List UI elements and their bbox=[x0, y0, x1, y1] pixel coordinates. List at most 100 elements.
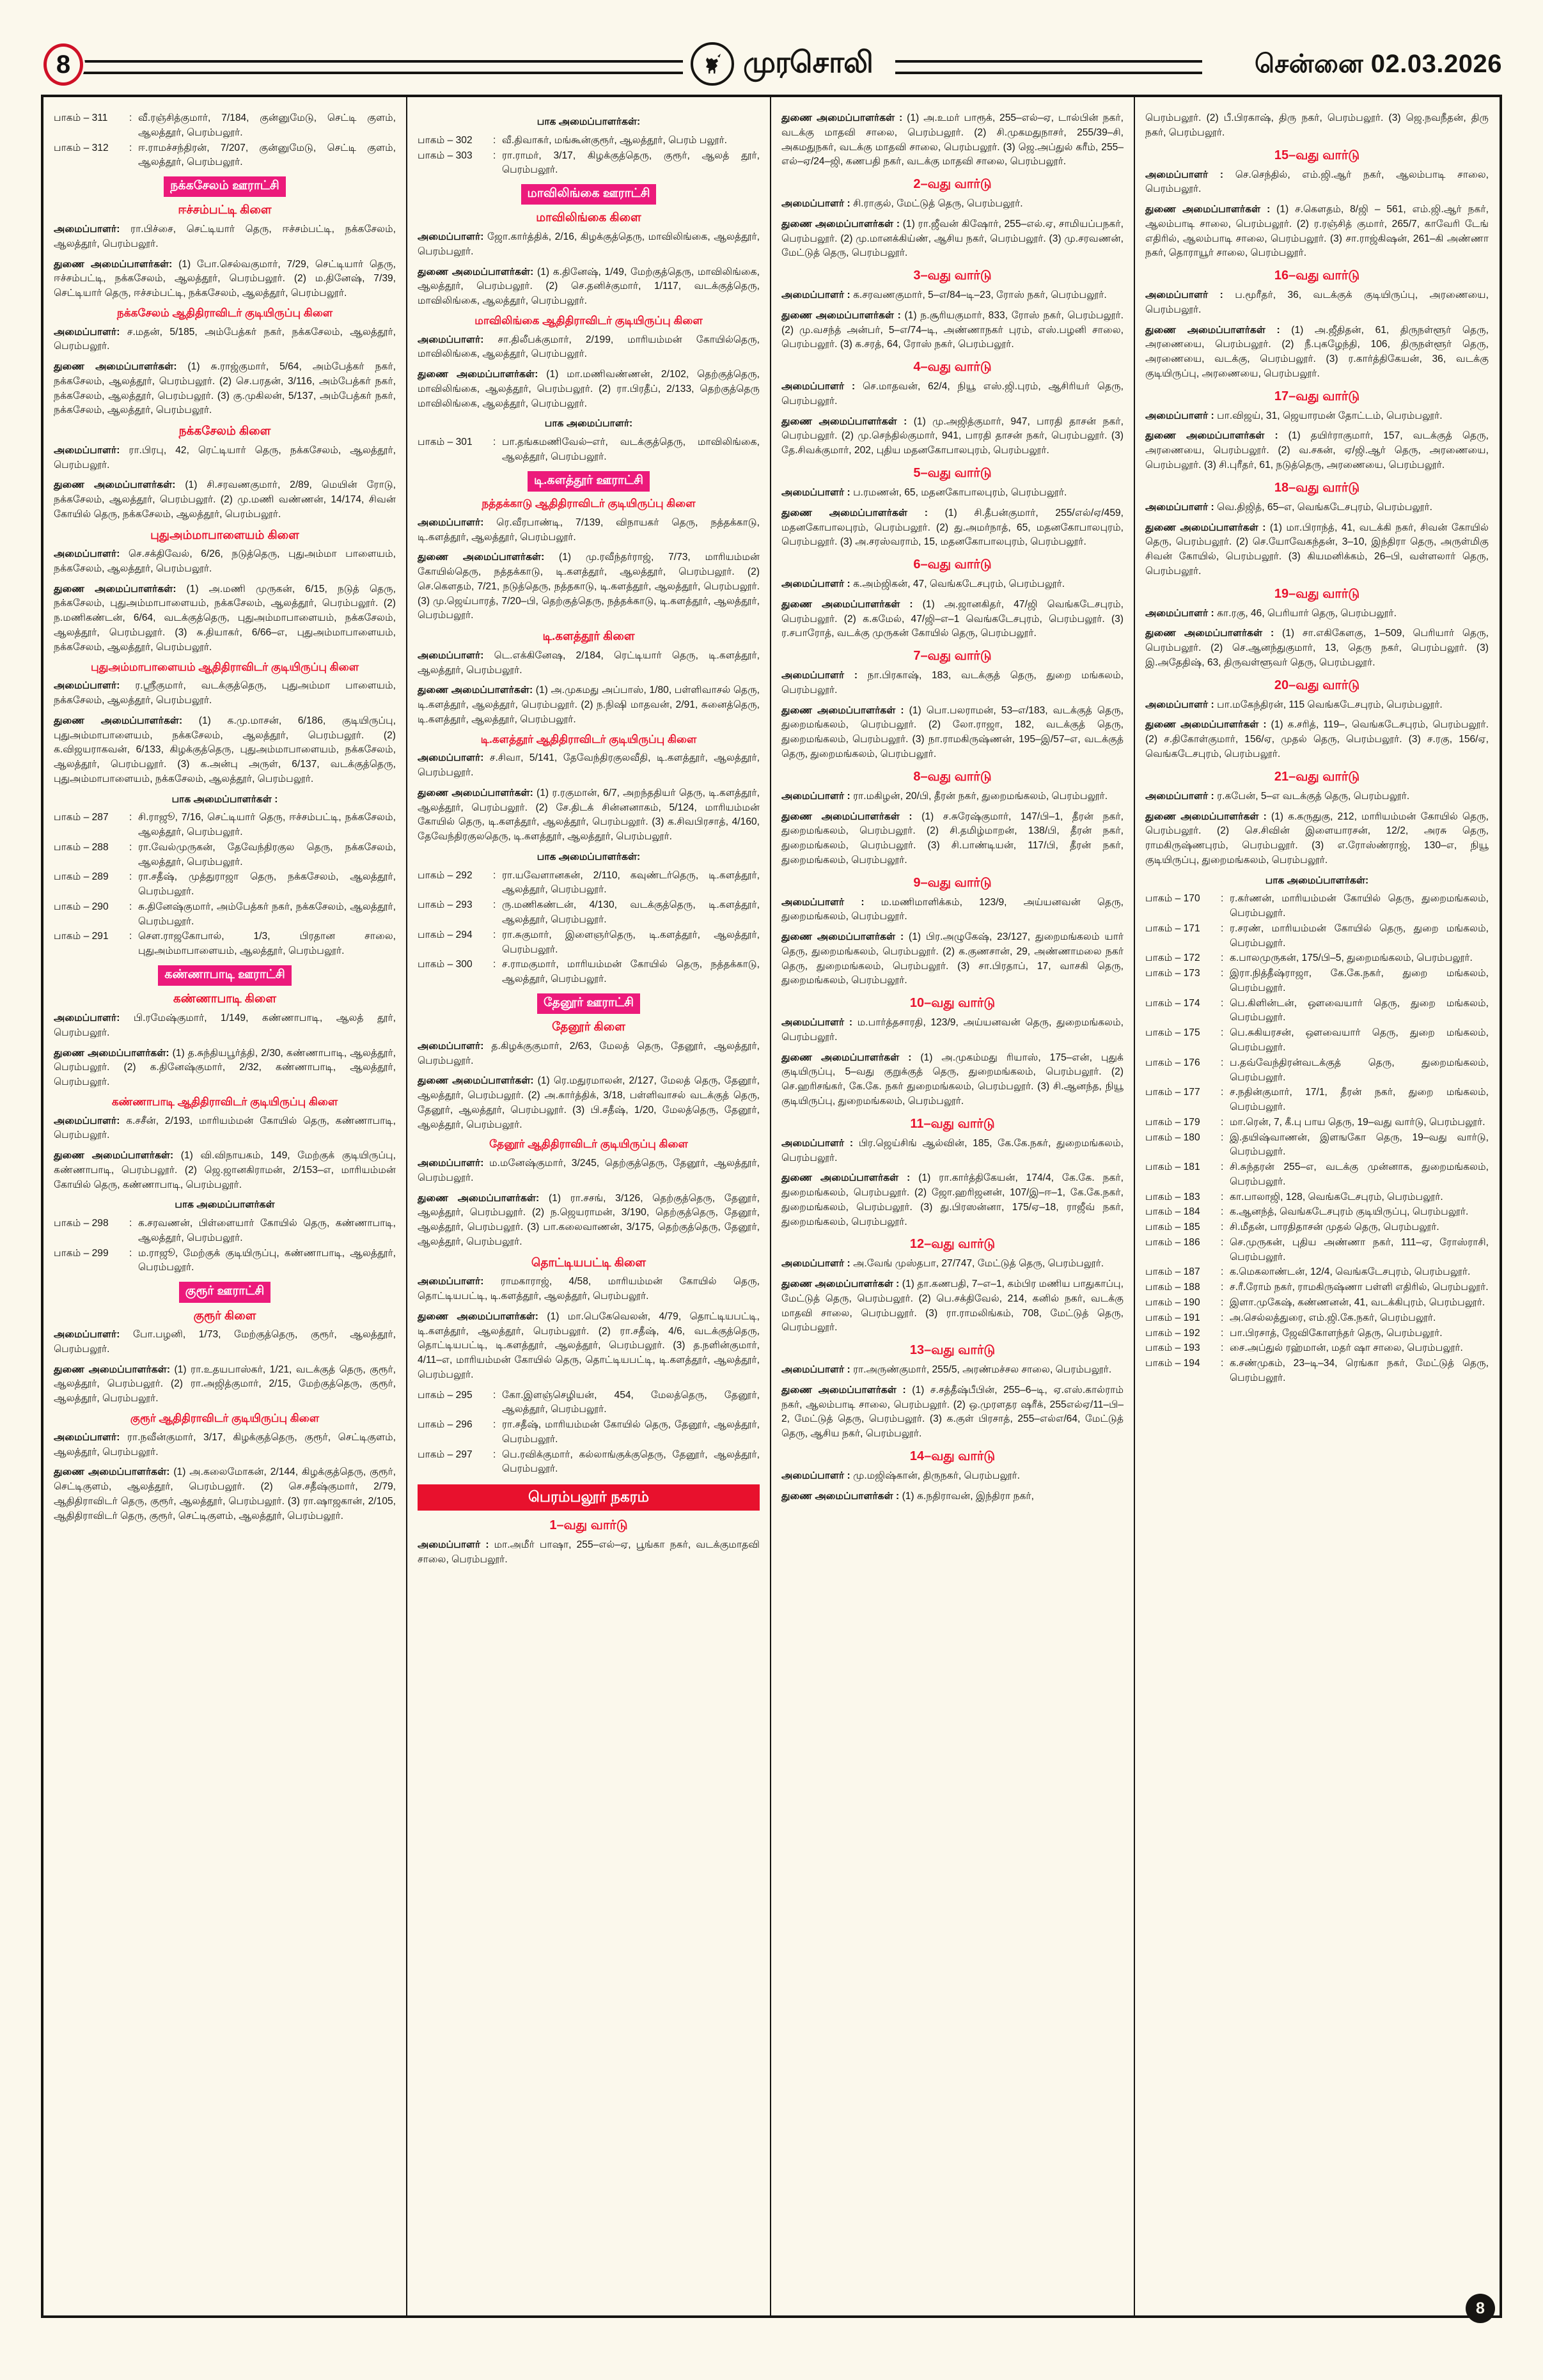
part-organizer-row: பாகம் – 181: சி.சுந்தரன் 255–எ, வடக்கு மு… bbox=[1145, 1160, 1489, 1190]
organizer-paragraph: அமைப்பாளர்: போ.பழனி, 1/73, மேற்குத்தெரு,… bbox=[54, 1328, 396, 1357]
part-organizer-details: சை.அப்துல் ரஹ்மான், மதர் ஷா சாலை, பெரம்ப… bbox=[1230, 1342, 1463, 1354]
part-organizer-details: ர.சரண், மாரியம்மன் கோயில் தெரு, துறை மங்… bbox=[1230, 922, 1489, 949]
organizer-paragraph: துணை அமைப்பாளர்கள் : (1) தா.கணபதி, 7–எ–1… bbox=[781, 1277, 1124, 1335]
organizer-details: (1) ரா.உதயபாஸ்கர், 1/21, வடக்குத் தெரு, … bbox=[54, 1364, 396, 1404]
part-number: பாகம் – 291 bbox=[54, 931, 109, 942]
organizer-paragraph: அமைப்பாளர்: செ.சக்திவேல், 6/26, நடுத்தெர… bbox=[54, 547, 396, 577]
organizer-role-label: அமைப்பாளர் : bbox=[1145, 169, 1224, 180]
part-organizer-row: பாகம் – 173: இரா.நித்தீஷ்ராஜா, கே.கே.நகர்… bbox=[1145, 967, 1489, 996]
organizer-details: ம.மணிமாளிக்கம், 123/9, அய்யனவன் தெரு, து… bbox=[781, 896, 1124, 922]
organizer-details: (1) ச.கௌதம், 8/ஜி – 561, எம்.ஜி.ஆர் நகர்… bbox=[1145, 204, 1489, 259]
ward-heading: 8–வது வார்டு bbox=[913, 769, 992, 784]
part-organizer-details: பா.பிரசாத், ஜேவிகோளந்தர் தெரு, பெரம்பலூர… bbox=[1230, 1327, 1443, 1339]
organizer-details: (1) க.மு.மாசன், 6/186, குடியிருப்பு, புத… bbox=[54, 715, 396, 784]
organizer-details: மா.அமீர் பாஷா, 255–எல்–ஏ, பூங்கா நகர், வ… bbox=[418, 1539, 760, 1566]
part-organizer-details: ர.கர்ணன், மாரியம்மன் கோயில் தெரு, துறைமங… bbox=[1230, 893, 1489, 919]
organizer-role-label: அமைப்பாளர்: bbox=[54, 1329, 120, 1341]
part-number: பாகம் – 181 bbox=[1145, 1162, 1200, 1173]
organizer-role-label: துணை அமைப்பாளர்கள் : bbox=[781, 113, 903, 123]
part-colon: : bbox=[493, 929, 496, 940]
organizer-role-label: துணை அமைப்பாளர்கள்: bbox=[54, 715, 183, 726]
organizer-paragraph: துணை அமைப்பாளர்கள் : (1) அ.ஜானகிதர், 47/… bbox=[781, 598, 1124, 641]
part-organizer-row: பாகம் – 291: சௌ.ராஜகோபால், 1/3, பிரதான சா… bbox=[54, 929, 396, 959]
organizer-role-label: துணை அமைப்பாளர்கள்: bbox=[418, 1311, 538, 1322]
part-organizers-label: பாக அமைப்பாளர்கள் : bbox=[171, 793, 278, 805]
organizer-details: (1) மா.பெகேவெலன், 4/79, தொட்டியபட்டி, டி… bbox=[418, 1311, 760, 1380]
branch-heading: கண்ணாபாடி ஆதிதிராவிடர் குடியிருப்பு கிளை bbox=[111, 1095, 338, 1108]
organizer-details: ப.ரமணன், 65, மதனகோபாலபுரம், பெரம்பலூர். bbox=[850, 487, 1067, 499]
organizer-details: (1) க.நதிராவன், இந்திரா நகர், bbox=[899, 1490, 1034, 1502]
organizer-details: செ.செந்தில், எம்.ஜி.ஆர் நகர், ஆலம்பாடி ச… bbox=[1145, 169, 1489, 195]
part-organizer-details: வீ.திவாகர், மங்கூன்குரூர், ஆலத்தூர், பெர… bbox=[502, 134, 727, 146]
organizer-details: ச.மதன், 5/185, அம்பேத்கர் நகர், நக்கசேலம… bbox=[54, 326, 396, 352]
organizer-role-label: அமைப்பாளர் : bbox=[1145, 501, 1214, 513]
branch-heading: டி.களத்தூர் ஆதிதிராவிடர் குடியிருப்பு கி… bbox=[480, 733, 697, 745]
part-organizer-row: பாகம் – 185: சி.மீதன், பாரதிதாசன் முதல் த… bbox=[1145, 1220, 1489, 1235]
organizer-paragraph: அமைப்பாளர்: ஜோ.கார்த்திக், 2/16, கிழக்கு… bbox=[418, 230, 760, 260]
part-organizer-row: பாகம் – 188: ச.ரீ.ரோம் நகர், ராமகிருஷ்ணா … bbox=[1145, 1280, 1489, 1295]
organizer-role-label: அமைப்பாளர் : bbox=[1145, 410, 1214, 421]
part-colon: : bbox=[1221, 1266, 1224, 1278]
part-organizer-details: ரு.மணிகண்டன், 4/130, வடக்குத்தெரு, டி.கள… bbox=[502, 899, 760, 925]
branch-heading: தொட்டியபட்டி கிளை bbox=[531, 1255, 646, 1269]
part-organizer-details: ப.தவ்வேந்திரன்வடக்குத் தெரு, துறைமங்கலம்… bbox=[1230, 1057, 1489, 1083]
part-number: பாகம் – 296 bbox=[418, 1419, 473, 1431]
part-number: பாகம் – 191 bbox=[1145, 1312, 1200, 1323]
organizer-details: (1) சா.எகிகேளகு, 1–509, பெரியார் தெரு, ப… bbox=[1145, 628, 1489, 668]
organizer-details: (1) ரா.கார்த்திகேயன், 174/4, கே.கே. நகர்… bbox=[781, 1172, 1124, 1227]
organizer-details: (1) அ.ஜானகிதர், 47/ஜி வெங்கடேசபுரம், பெர… bbox=[781, 598, 1124, 639]
part-number: பாகம் – 193 bbox=[1145, 1342, 1200, 1354]
organizer-details: (1) மா.பிராந்த், 41, வடக்கி நகர், சிவன் … bbox=[1145, 522, 1489, 577]
organizer-details: பி.ரமேஷ்குமார், 1/149, கண்ணாபாடி, ஆலத் த… bbox=[54, 1012, 396, 1038]
organizer-paragraph: துணை அமைப்பாளர்கள்: (1) ரெ.மதுரமாலன், 2/… bbox=[418, 1074, 760, 1132]
part-organizer-row: பாகம் – 299: ம.ராஜூ, மேற்குக் குடியிருப்ப… bbox=[54, 1247, 396, 1276]
part-organizer-row: பாகம் – 311: வீ.ரஞ்சித்குமார், 7/184, குன… bbox=[54, 111, 396, 141]
panchayat-banner: கண்ணாபாடி ஊராட்சி bbox=[158, 965, 292, 986]
part-organizer-details: மா.ரென், 7, கீ.பு பாய தெரு, 19–வது வார்ட… bbox=[1230, 1116, 1485, 1128]
organizer-role-label: அமைப்பாளர் : bbox=[781, 1470, 850, 1481]
organizer-paragraph: துணை அமைப்பாளர்கள்: (1) மு.ரவீந்தர்ராஜ்,… bbox=[418, 550, 760, 623]
ward-heading: 14–வது வார்டு bbox=[909, 1449, 996, 1463]
part-organizer-details: சி.மீதன், பாரதிதாசன் முதல் தெரு, பெரம்பல… bbox=[1230, 1222, 1439, 1233]
part-number: பாகம் – 180 bbox=[1145, 1132, 1200, 1143]
organizer-paragraph: துணை அமைப்பாளர்கள் : (1) பிர.அழுகேஷ், 23… bbox=[781, 930, 1124, 988]
part-organizer-row: பாகம் – 193: சை.அப்துல் ரஹ்மான், மதர் ஷா … bbox=[1145, 1341, 1489, 1356]
organizer-paragraph: அமைப்பாளர் : க.அம்ஜிகன், 47, வெங்கடேசபுர… bbox=[781, 577, 1124, 592]
branch-heading: டி.களத்தூர் கிளை bbox=[542, 629, 635, 643]
part-number: பாகம் – 176 bbox=[1145, 1057, 1200, 1068]
organizer-role-label: அமைப்பாளர்: bbox=[418, 231, 484, 243]
part-organizer-row: பாகம் – 186: செ.முருகன், புதிய அண்ணா நகர்… bbox=[1145, 1236, 1489, 1265]
part-organizer-details: பெ.கிளின்டன், ஔவையார் தெரு, துறை மங்கலம்… bbox=[1230, 997, 1489, 1023]
organizer-paragraph: துணை அமைப்பாளர்கள் : (1) மா.பிராந்த், 41… bbox=[1145, 521, 1489, 579]
part-organizer-row: பாகம் – 180: இ.தயிஷ்வாணன், இளஙகோ தெரு, 19… bbox=[1145, 1131, 1489, 1160]
part-colon: : bbox=[129, 1247, 132, 1259]
part-colon: : bbox=[1221, 1327, 1224, 1339]
part-organizer-details: சௌ.ராஜகோபால், 1/3, பிரதான சாலை, புதுஅம்ம… bbox=[138, 931, 396, 957]
organizer-details: ர.கபேன், 5–எ வடக்குத் தெரு, பெரம்பலூர். bbox=[1214, 790, 1410, 802]
organizer-details: ரா.அருண்குமார், 255/5, அரண்மச்சல சாலை, ப… bbox=[850, 1364, 1112, 1376]
organizer-role-label: அமைப்பாளர்: bbox=[54, 548, 120, 560]
part-number: பாகம் – 172 bbox=[1145, 953, 1200, 964]
organizer-paragraph: துணை அமைப்பாளர்கள் : (1) ரா.கார்த்திகேயன… bbox=[781, 1171, 1124, 1229]
organizer-role-label: அமைப்பாளர்: bbox=[54, 680, 120, 692]
organizer-role-label: அமைப்பாளர்: bbox=[54, 326, 120, 338]
organizer-details: பா.விஜய், 31, ஜெயாரமன் தோட்டம், பெரம்பலூ… bbox=[1214, 410, 1443, 421]
part-organizer-details: ரா.யவேளானகன், 2/110, கவுண்டர்தெரு, டி.கள… bbox=[502, 869, 760, 896]
ward-heading: 19–வது வார்டு bbox=[1274, 586, 1360, 601]
organizer-role-label: அமைப்பாளர்: bbox=[418, 649, 484, 661]
organizer-role-label: அமைப்பாளர் : bbox=[781, 1017, 853, 1029]
organizer-role-label: துணை அமைப்பாளர்கள் : bbox=[1145, 628, 1274, 639]
part-colon: : bbox=[1221, 1057, 1224, 1068]
organizer-paragraph: துணை அமைப்பாளர்கள்: (1) க.மு.மாசன், 6/18… bbox=[54, 714, 396, 787]
organizer-paragraph: துணை அமைப்பாளர்கள்: (1) மா.மணிவண்ணன், 2/… bbox=[418, 368, 760, 411]
organizer-details: (1) பிர.அழுகேஷ், 23/127, துறைமங்கலம் யார… bbox=[781, 931, 1124, 986]
organizer-details: டெ.எக்கினேஷ, 2/184, ரெட்டியார் தெரு, டி.… bbox=[418, 649, 760, 676]
part-colon: : bbox=[129, 1218, 132, 1229]
part-number: பாகம் – 312 bbox=[54, 142, 109, 153]
organizer-role-label: துணை அமைப்பாளர்கள்: bbox=[418, 787, 533, 798]
part-colon: : bbox=[129, 812, 132, 823]
branch-heading: குரூர் ஆதிதிராவிடர் குடியிருப்பு கிளை bbox=[130, 1412, 320, 1424]
branch-heading: குரூர் கிளை bbox=[193, 1308, 256, 1322]
organizer-role-label: அமைப்பாளர் : bbox=[781, 290, 850, 301]
organizer-paragraph: அமைப்பாளர்: ம.மனேஷ்குமார், 3/245, தெற்கு… bbox=[418, 1156, 760, 1186]
